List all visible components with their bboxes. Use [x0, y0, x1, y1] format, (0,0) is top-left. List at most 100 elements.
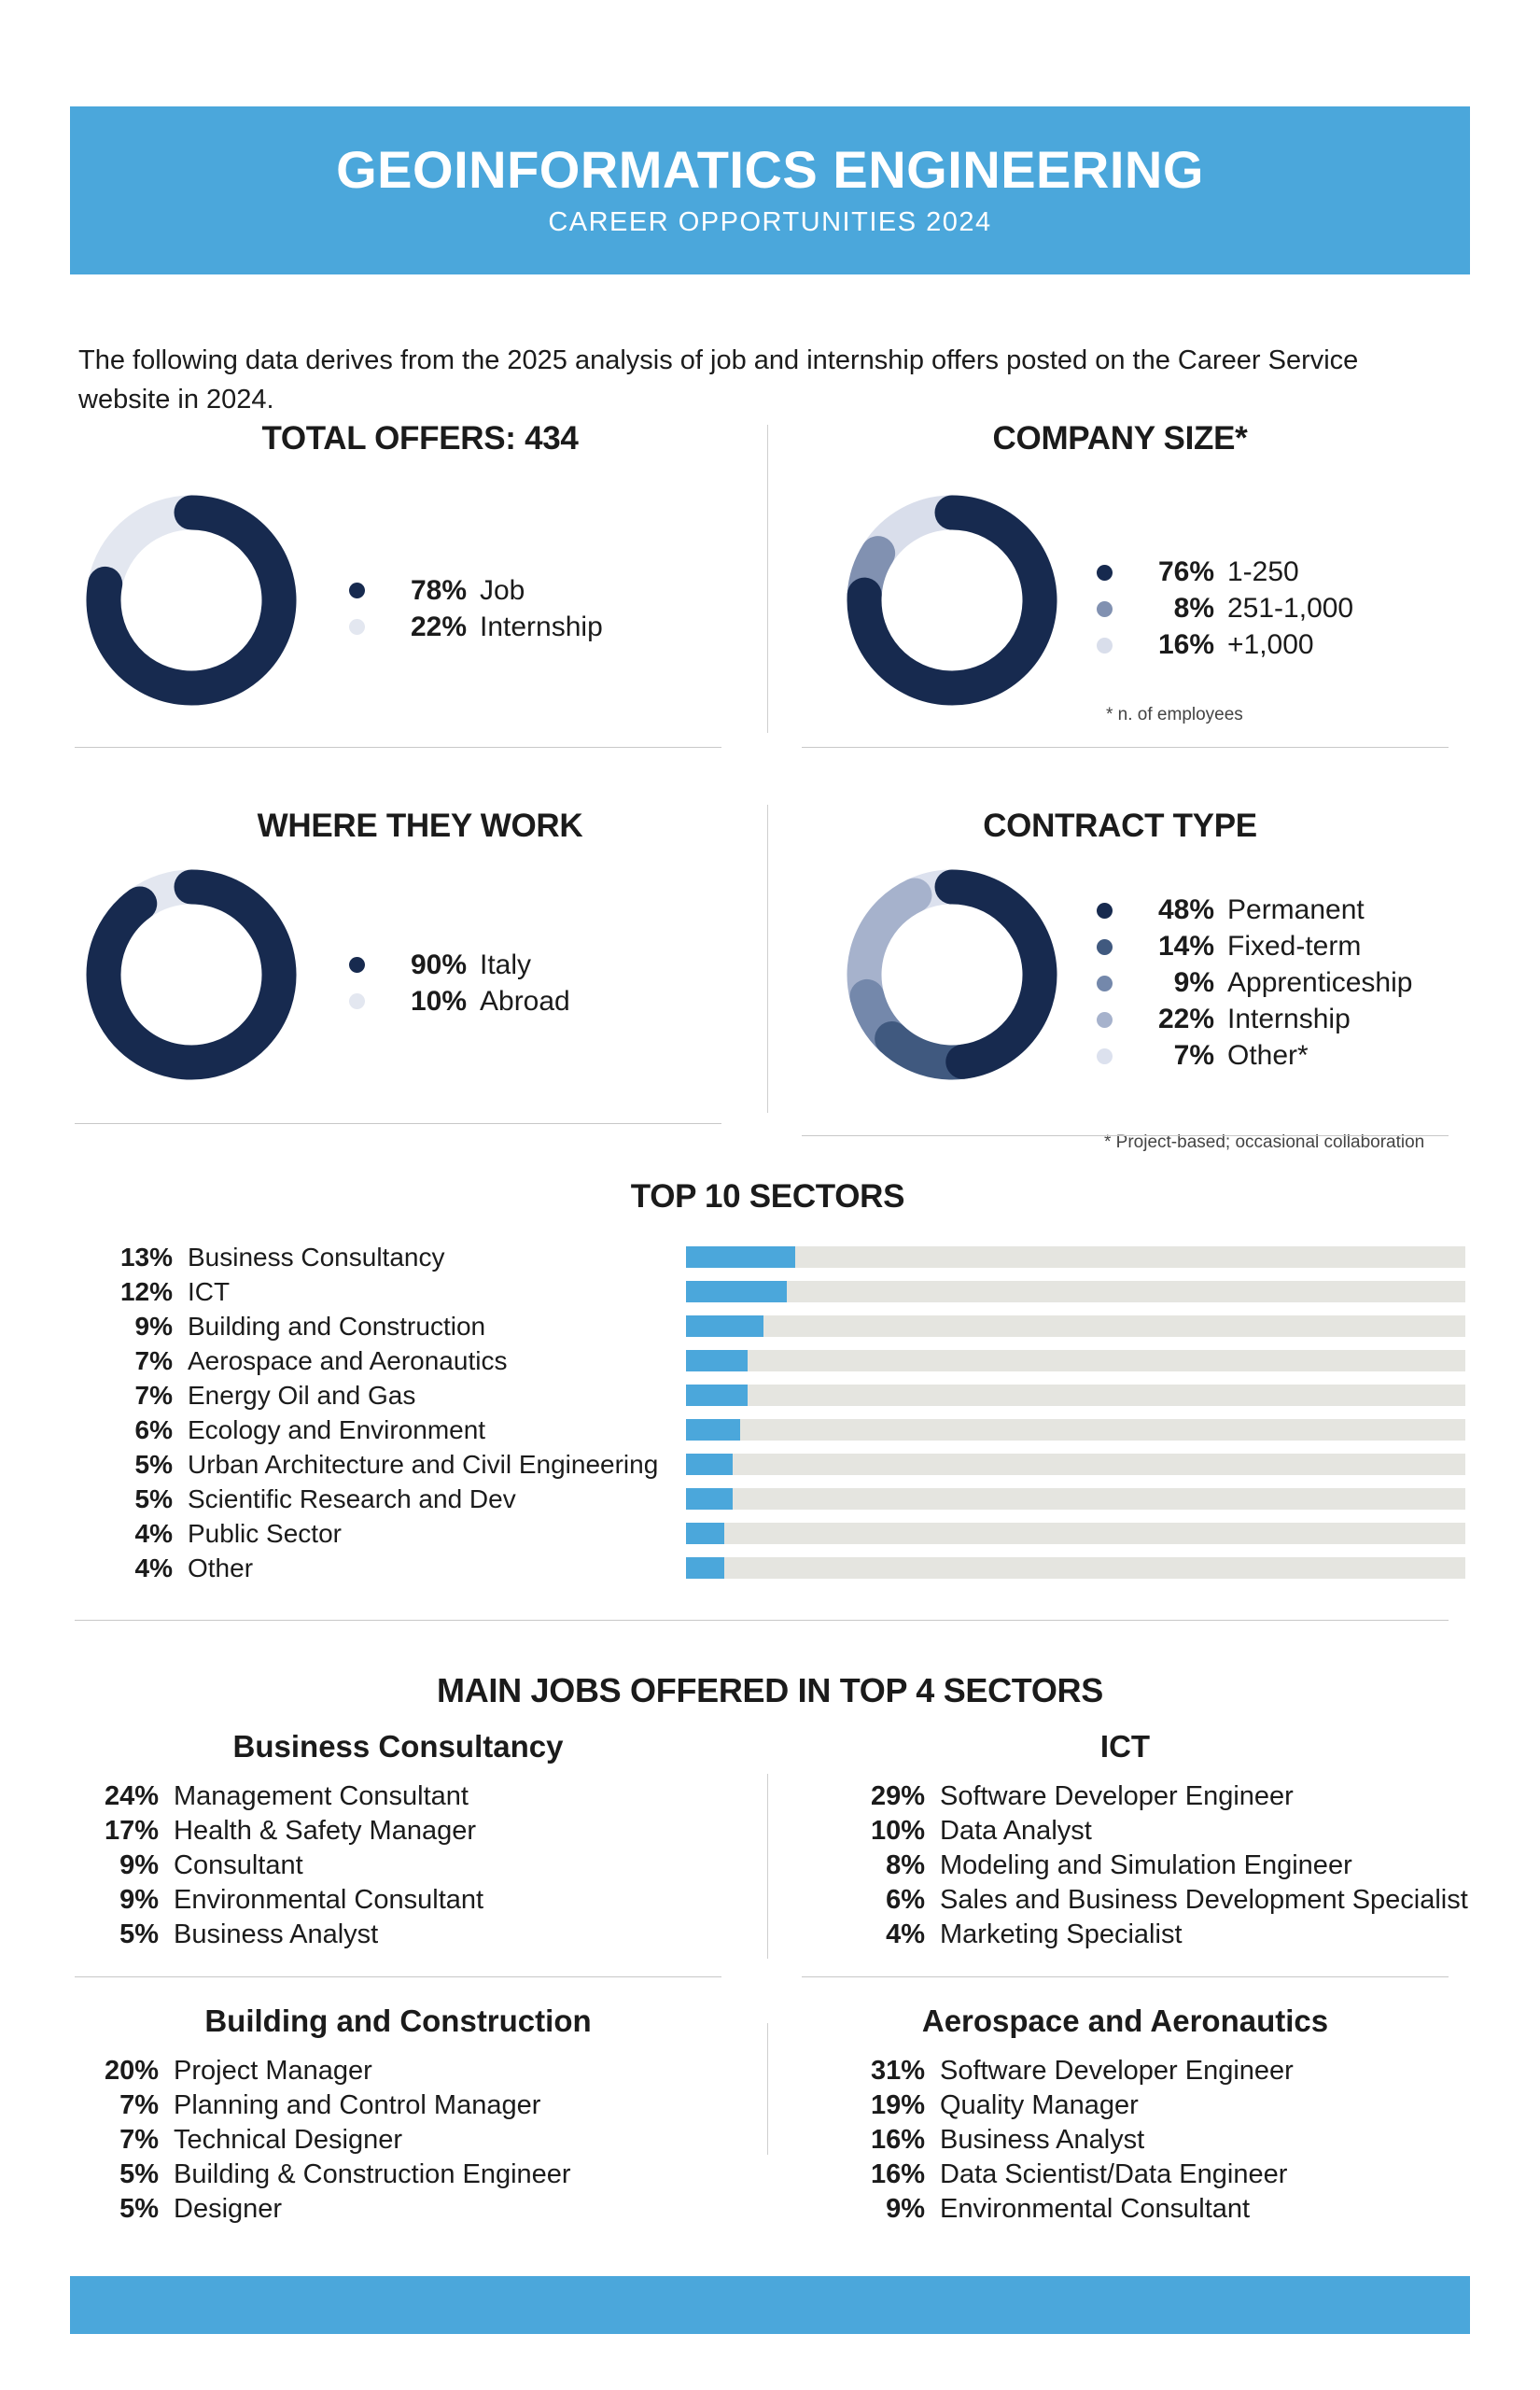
jobs-list: 31% Software Developer Engineer 19% Quality…	[802, 2054, 1449, 2227]
job-item: 5% Business Analyst	[75, 1918, 721, 1952]
job-label: Marketing Specialist	[940, 1919, 1183, 1949]
legend-percent: 8%	[1173, 593, 1214, 624]
job-percent: 5%	[119, 2159, 159, 2189]
bar-fill	[686, 1281, 788, 1302]
total-offers-title: TOTAL OFFERS: 434	[261, 420, 579, 457]
top-sectors-bar-chart: 13% Business Consultancy 12% ICT 9% Building …	[70, 1240, 1465, 1585]
job-label: Quality Manager	[940, 2090, 1139, 2120]
legend-item: 22% Internship	[349, 609, 603, 645]
legend-percent: 10%	[410, 985, 467, 1017]
legend-item: 14% Fixed-term	[1097, 929, 1412, 965]
top-sectors-title: TOP 10 SECTORS	[630, 1178, 905, 1215]
job-percent: 6%	[886, 1885, 925, 1915]
intro-text: The following data derives from the 2025…	[78, 345, 1359, 415]
job-percent: 29%	[870, 1781, 925, 1811]
legend-dot-icon	[1097, 902, 1113, 919]
company-size-title: COMPANY SIZE*	[992, 420, 1248, 457]
contract-type-legend: 48% Permanent 14% Fixed-term 9% Apprenticeshi…	[1097, 893, 1412, 1075]
legend-percent: 14%	[1157, 931, 1214, 962]
header-banner: GEOINFORMATICS ENGINEERING CAREER OPPORT…	[70, 106, 1470, 274]
jobs-aerospace-aeronautics: Aerospace and Aeronautics 31% Software De…	[802, 2003, 1449, 2251]
job-label: Data Scientist/Data Engineer	[940, 2159, 1288, 2189]
sector-percent: 12%	[119, 1276, 173, 1306]
legend-dot-icon	[1097, 600, 1113, 617]
footer-bar	[70, 2276, 1470, 2334]
donut-row-2: WHERE THEY WORK 90% Italy 10% Abroad CONTRA…	[70, 808, 1470, 1152]
job-item: 5% Designer	[75, 2192, 721, 2227]
sector-bar-row: 6% Ecology and Environment	[70, 1413, 1465, 1447]
legend-label: 251-1,000	[1227, 593, 1354, 624]
bar-track	[686, 1454, 1465, 1475]
sector-bar-row: 7% Energy Oil and Gas	[70, 1378, 1465, 1413]
sector-label: ICT	[188, 1276, 231, 1306]
legend-dot-icon	[1097, 938, 1113, 955]
job-label: Environmental Consultant	[174, 1885, 484, 1915]
jobs-building-construction: Building and Construction 20% Project Man…	[75, 2003, 721, 2251]
bar-track	[686, 1419, 1465, 1441]
sector-title: ICT	[1099, 1729, 1151, 1764]
job-percent: 7%	[119, 2090, 159, 2120]
bar-track	[686, 1246, 1465, 1268]
bar-track	[686, 1350, 1465, 1371]
where-they-work-legend: 90% Italy 10% Abroad	[349, 947, 570, 1019]
job-label: Building & Construction Engineer	[174, 2159, 571, 2189]
legend-dot-icon	[1097, 1047, 1113, 1064]
job-percent: 5%	[119, 1919, 159, 1949]
bar-fill	[686, 1523, 725, 1544]
legend-percent: 48%	[1157, 894, 1214, 925]
job-label: Data Analyst	[940, 1816, 1092, 1846]
page-title: GEOINFORMATICS ENGINEERING	[336, 139, 1204, 199]
job-percent: 16%	[870, 2159, 925, 2189]
legend-label: Internship	[1227, 1004, 1351, 1034]
job-item: 9% Consultant	[75, 1849, 721, 1883]
job-item: 31% Software Developer Engineer	[802, 2054, 1449, 2088]
job-item: 9% Environmental Consultant	[802, 2192, 1449, 2227]
legend-item: 76% 1-250	[1097, 555, 1353, 591]
bar-track	[686, 1281, 1465, 1302]
job-label: Modeling and Simulation Engineer	[940, 1850, 1352, 1880]
bar-fill	[686, 1350, 749, 1371]
company-size-panel: COMPANY SIZE* 76% 1-250 8% 251-1,000 16% +1,0…	[770, 420, 1470, 724]
legend-label: Fixed-term	[1227, 931, 1362, 962]
jobs-list: 20% Project Manager 7% Planning and Control…	[75, 2054, 721, 2227]
legend-label: Italy	[480, 949, 532, 980]
legend-item: 48% Permanent	[1097, 893, 1412, 929]
total-offers-legend: 78% Job 22% Internship	[349, 572, 603, 645]
page-subtitle: CAREER OPPORTUNITIES 2024	[548, 206, 992, 237]
contract-type-footnote: * Project-based; occasional collaboratio…	[1104, 1132, 1425, 1152]
where-they-work-title: WHERE THEY WORK	[257, 808, 583, 844]
legend-dot-icon	[1097, 1011, 1113, 1028]
legend-item: 7% Other*	[1097, 1038, 1412, 1075]
sector-percent: 13%	[119, 1242, 173, 1272]
job-label: Business Analyst	[174, 1919, 379, 1949]
bar-fill	[686, 1488, 733, 1510]
job-label: Software Developer Engineer	[940, 2056, 1294, 2086]
legend-label: Apprenticeship	[1227, 967, 1413, 998]
jobs-list: 24% Management Consultant 17% Health & Safe…	[75, 1779, 721, 1952]
sector-title: Aerospace and Aeronautics	[921, 2003, 1329, 2038]
legend-item: 8% 251-1,000	[1097, 591, 1353, 627]
job-label: Project Manager	[174, 2056, 372, 2086]
job-percent: 7%	[119, 2125, 159, 2155]
job-percent: 16%	[870, 2125, 925, 2155]
legend-item: 9% Apprenticeship	[1097, 965, 1412, 1002]
sector-bar-row: 13% Business Consultancy	[70, 1240, 1465, 1274]
sector-percent: 4%	[134, 1518, 173, 1548]
job-item: 24% Management Consultant	[75, 1779, 721, 1814]
main-jobs-grid: Business Consultancy 24% Management Consu…	[75, 1729, 1468, 2251]
jobs-ict: ICT 29% Software Developer Engineer 10% Dat…	[802, 1729, 1468, 1977]
job-percent: 9%	[119, 1885, 159, 1915]
job-label: Sales and Business Development Specialis…	[940, 1885, 1468, 1915]
legend-dot-icon	[349, 957, 365, 973]
legend-label: 1-250	[1227, 556, 1299, 587]
sector-percent: 5%	[134, 1483, 173, 1513]
job-percent: 10%	[870, 1816, 925, 1846]
legend-dot-icon	[1097, 975, 1113, 991]
sector-bar-row: 4% Other	[70, 1551, 1465, 1585]
bar-track	[686, 1557, 1465, 1579]
job-label: Management Consultant	[174, 1781, 469, 1811]
legend-percent: 9%	[1173, 967, 1214, 998]
top-sectors-section: TOP 10 SECTORS 13% Business Consultancy 12…	[70, 1178, 1465, 1585]
contract-type-panel: CONTRACT TYPE 48% Permanent 14% Fixed-term 9…	[770, 808, 1470, 1152]
company-size-donut-chart	[845, 493, 1059, 708]
